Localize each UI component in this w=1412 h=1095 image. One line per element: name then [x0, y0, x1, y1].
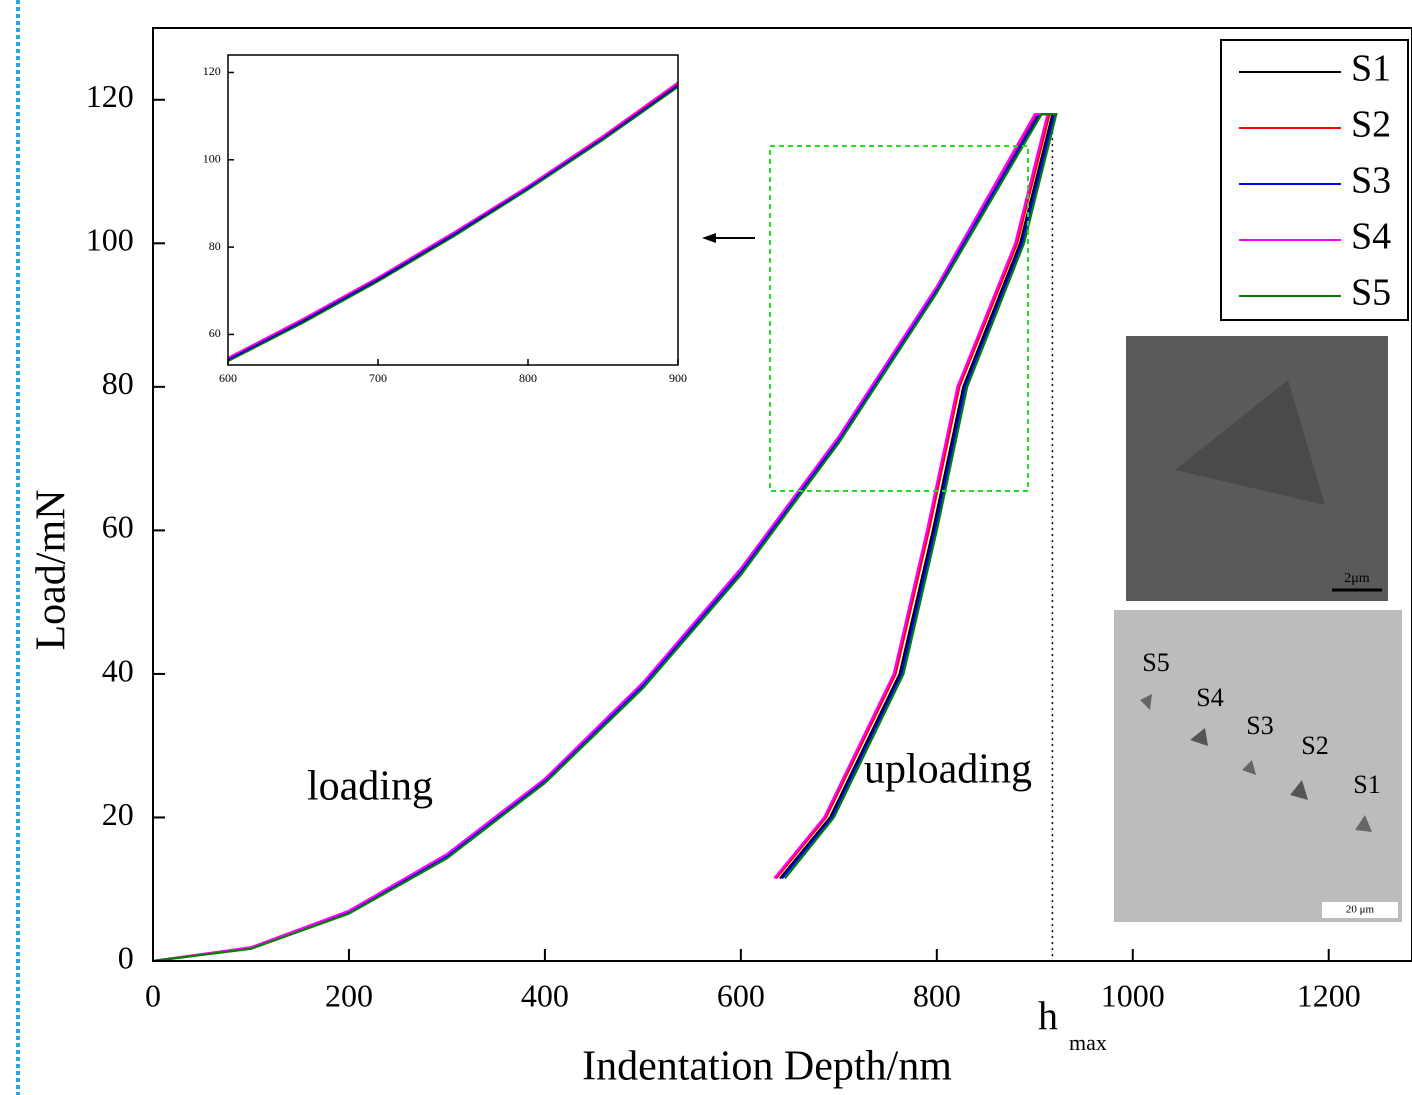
- inset-background: [228, 55, 678, 365]
- site-label: S2: [1301, 731, 1328, 760]
- y-tick-label: 20: [102, 796, 134, 832]
- micrograph: [1114, 610, 1402, 922]
- annotation: uploading: [864, 747, 1032, 793]
- x-tick-label: 800: [913, 978, 961, 1014]
- x-axis-title: Indentation Depth/nm: [582, 1044, 952, 1090]
- series-line: [152, 113, 1058, 963]
- x-tick-label: 700: [369, 371, 387, 385]
- x-tick-label: 0: [145, 978, 161, 1014]
- legend-label: S1: [1351, 48, 1391, 90]
- y-tick-label: 100: [203, 152, 221, 166]
- x-tick-label: 400: [521, 978, 569, 1014]
- hmax-label: h: [1038, 993, 1058, 1038]
- site-label: S5: [1142, 648, 1169, 677]
- scale-label: 20 μm: [1346, 904, 1375, 916]
- annotation: loading: [307, 764, 433, 810]
- legend-label: S4: [1351, 216, 1391, 258]
- hmax-sub: max: [1069, 1030, 1107, 1055]
- series-line: [227, 81, 679, 359]
- sem-image-2: 20 μm S5 S4 S3 S2 S1: [1114, 610, 1402, 922]
- indent: [1290, 780, 1308, 800]
- arrow-head: [702, 233, 716, 243]
- series-line: [227, 84, 679, 361]
- legend-label: S2: [1351, 104, 1391, 146]
- indent: [1140, 694, 1152, 710]
- y-tick-label: 80: [102, 365, 134, 401]
- x-tick-label: 200: [325, 978, 373, 1014]
- sem-image-1: 2μm: [1126, 336, 1388, 601]
- y-tick-label: 0: [118, 939, 134, 975]
- indent: [1190, 728, 1208, 746]
- zoom-box: [769, 145, 1029, 492]
- x-tick-label: 600: [219, 371, 237, 385]
- series-line: [152, 113, 1049, 963]
- x-tick-label: 800: [519, 371, 537, 385]
- site-label: S3: [1246, 711, 1273, 740]
- y-tick-label: 120: [203, 64, 221, 78]
- y-tick-label: 60: [102, 509, 134, 545]
- x-tick-label: 1200: [1297, 978, 1361, 1014]
- legend-box: [1220, 39, 1409, 321]
- x-tick-label: 1000: [1101, 978, 1165, 1014]
- y-tick-label: 120: [86, 78, 134, 114]
- site-label: S1: [1353, 770, 1380, 799]
- x-tick-label: 900: [669, 371, 687, 385]
- legend-label: S3: [1351, 160, 1391, 202]
- y-tick-label: 60: [209, 326, 221, 340]
- site-label: S4: [1196, 683, 1223, 712]
- y-tick-label: 40: [102, 652, 134, 688]
- series-line: [152, 113, 1056, 963]
- legend-label: S5: [1351, 272, 1391, 314]
- y-axis-title: Load/mN: [29, 490, 75, 651]
- series-line: [227, 86, 679, 363]
- plot-frame: [152, 27, 1412, 962]
- y-tick-label: 100: [86, 222, 134, 258]
- indent: [1175, 380, 1325, 505]
- y-tick-label: 80: [209, 239, 221, 253]
- scale-label: 2μm: [1344, 571, 1370, 586]
- plot-frame: [227, 54, 679, 366]
- x-tick-label: 600: [717, 978, 765, 1014]
- indent: [1242, 760, 1256, 775]
- indent: [1355, 815, 1372, 832]
- scale-box: [1322, 902, 1398, 918]
